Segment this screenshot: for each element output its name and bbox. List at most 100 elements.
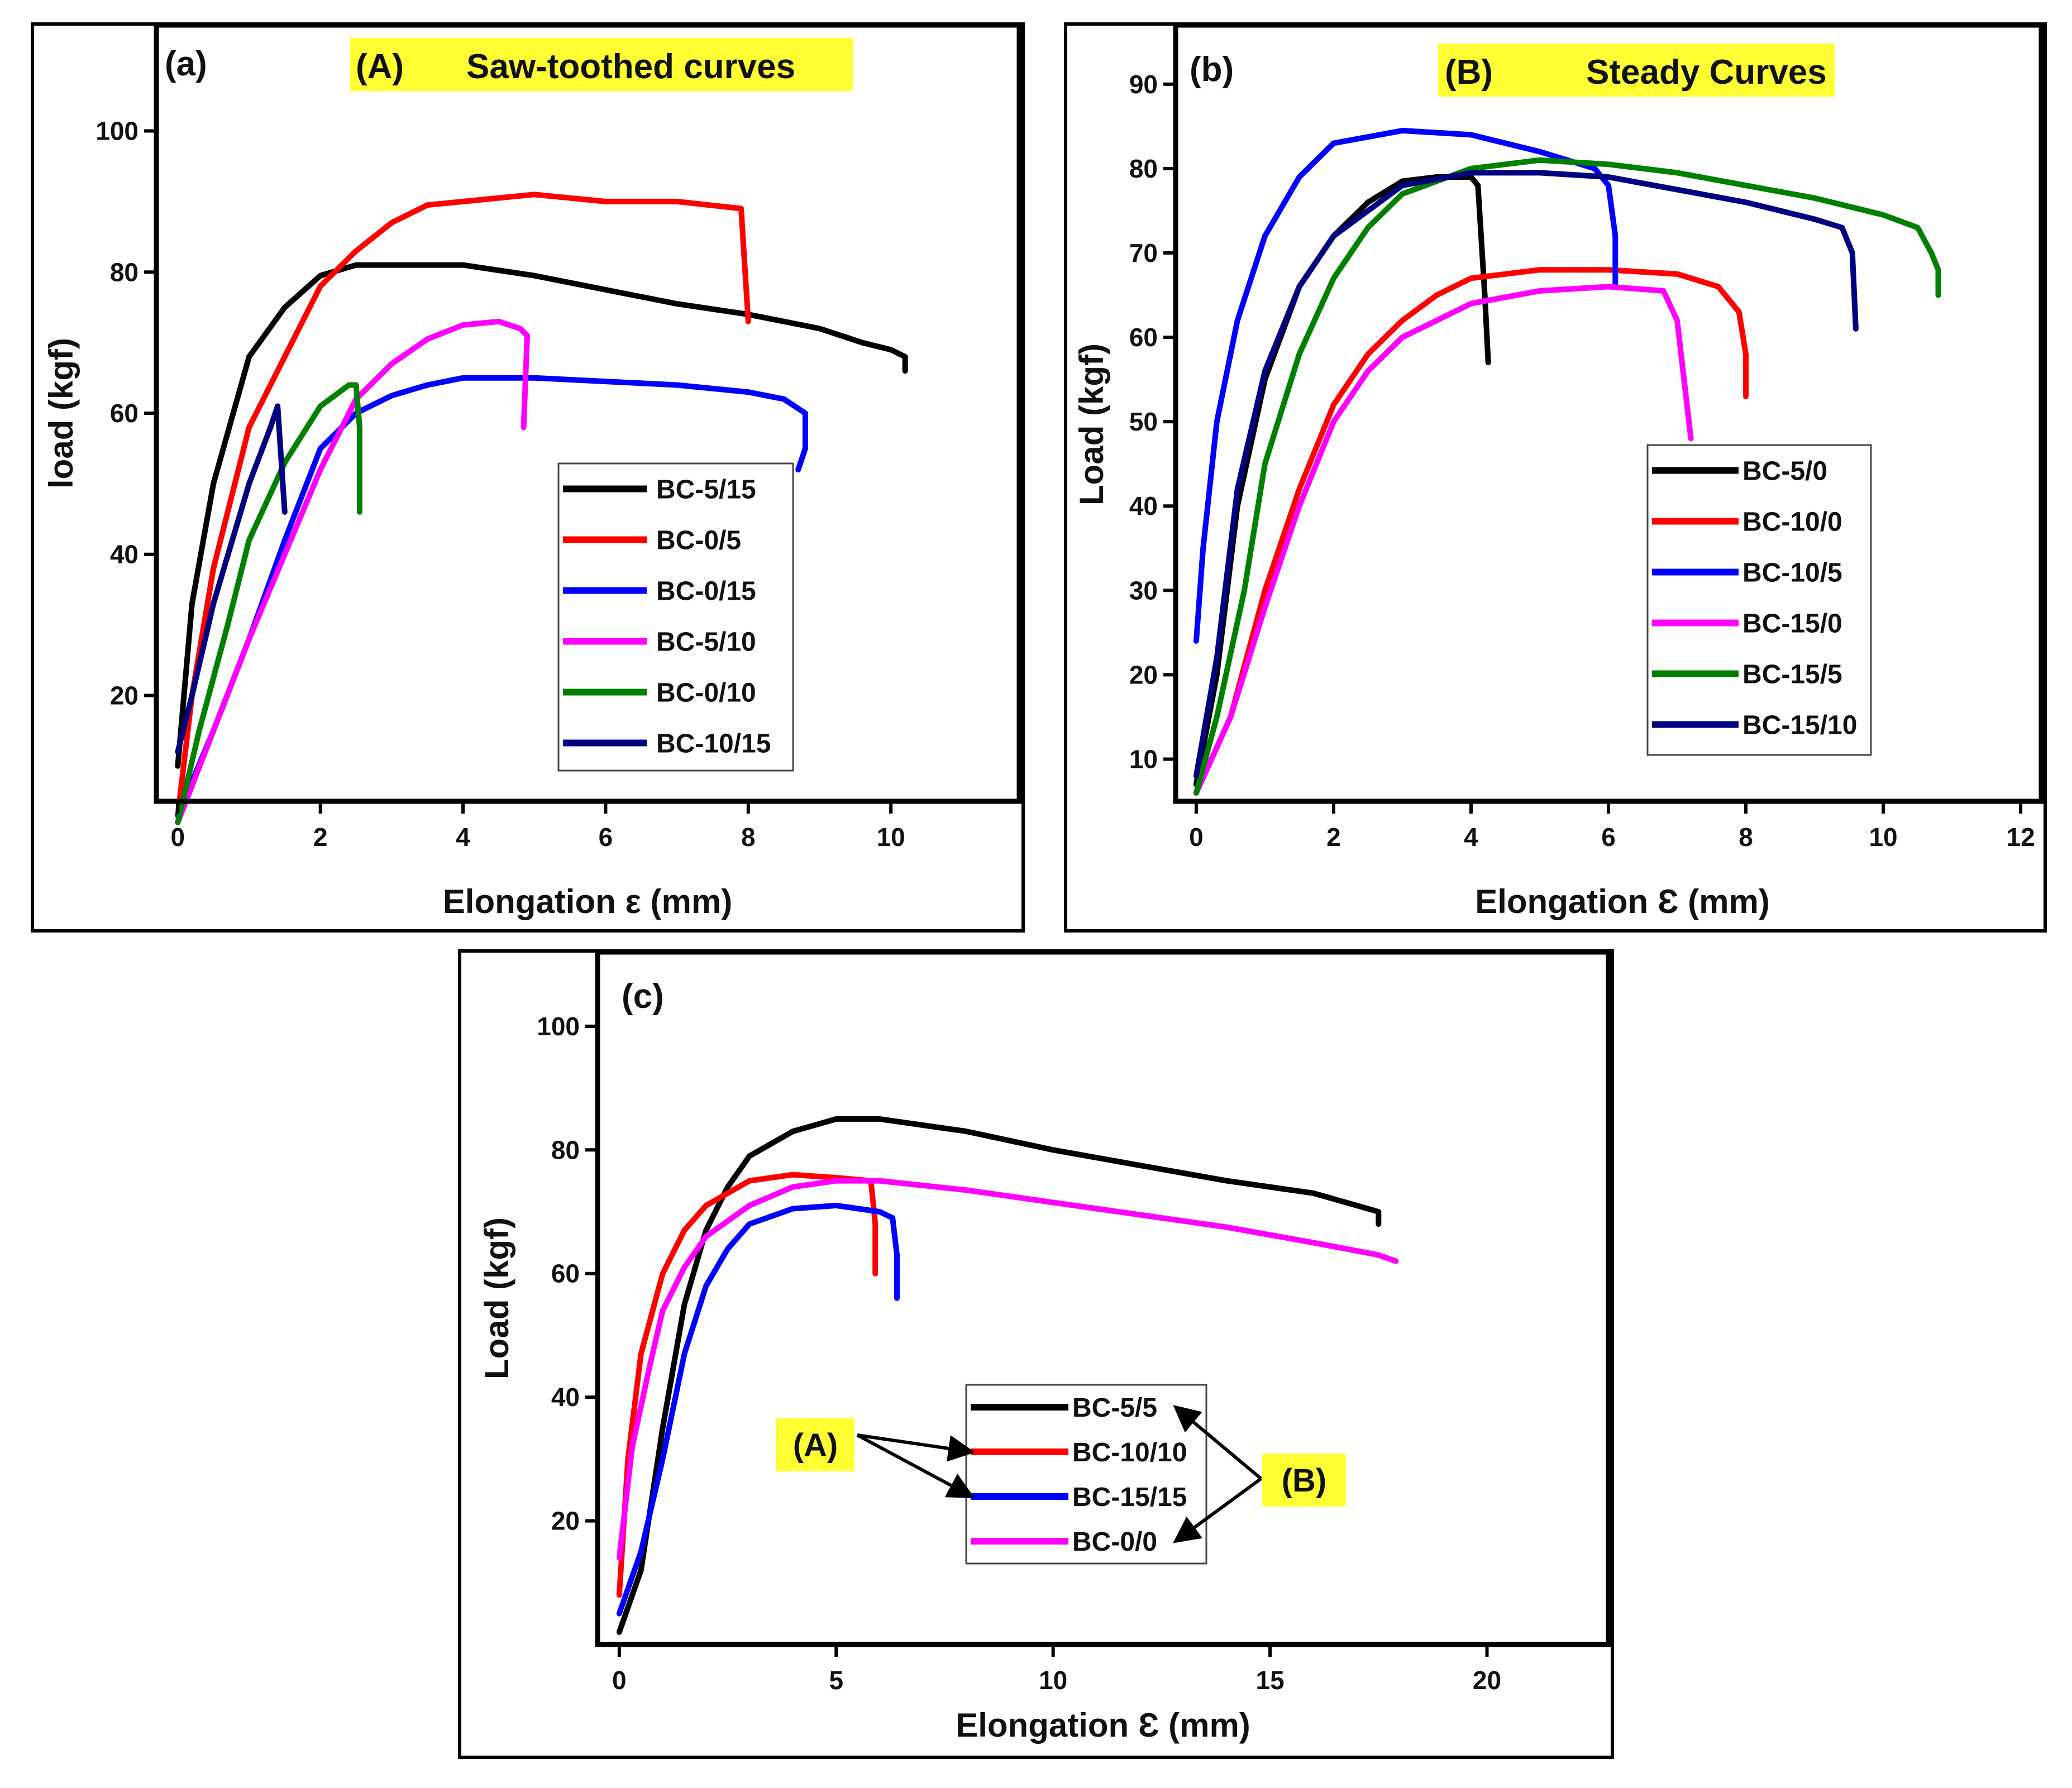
panel-b-y-tick-label: 40	[1129, 491, 1158, 520]
panel-c-legend-label-bc-5-5: BC-5/5	[1072, 1393, 1157, 1423]
panel-a-y-tick-label: 60	[110, 399, 139, 428]
panel-a-series-bc-5-15	[175, 262, 908, 769]
panel-b-x-tick-label: 8	[1739, 823, 1753, 852]
chart-b: 0 2 4 6 8 10 12 10 20 30 40 50 60 70 80 90 (b) (B) Stea…	[1064, 22, 2047, 933]
panel-c-x-tick-label: 10	[1039, 1666, 1067, 1695]
panel-b-series-bc-10-0	[1193, 267, 1749, 796]
panel-b-legend-label-bc-10-5: BC-10/5	[1742, 558, 1842, 588]
panel-c-annotation-highlight	[1262, 1454, 1346, 1507]
panel-a-series-bc-5-10	[175, 318, 530, 825]
panel-c-x-tick-label: 5	[829, 1666, 843, 1695]
panel-a-title: Saw-toothed curves	[466, 47, 795, 86]
panel-a-label: (a)	[165, 45, 207, 83]
panel-c-legend: BC-5/5 BC-10/10 BC-15/15 BC-0/0	[965, 1384, 1207, 1565]
panel-a-y-tick-label: 100	[96, 117, 139, 146]
panel-a-y-axis-label: load (kgf)	[42, 338, 80, 489]
panel-c-series-layer	[616, 1116, 1399, 1635]
chart-c: 0 5 10 15 20 20 40 60 80 100 (c) Elongation Ɛ (mm…	[458, 949, 1614, 1759]
panel-b-legend-label-bc-15-5: BC-15/5	[1742, 660, 1842, 690]
panel-c-legend-box	[965, 1384, 1207, 1565]
panel-a-ticks: 0 2 4 6 8 10 20 40 60 80 100	[96, 117, 905, 852]
panel-b-series-bc-15-0	[1193, 284, 1694, 796]
panel-b-y-tick-label: 50	[1129, 407, 1158, 436]
panel-a-legend-label-bc-0-10: BC-0/10	[656, 678, 756, 708]
panel-c-y-tick-label: 80	[551, 1135, 580, 1164]
panel-a-series-bc-0-10	[175, 382, 362, 825]
panel-a-legend: BC-5/15 BC-0/5 BC-0/15 BC-5/10 BC-0/10 BC-10/…	[557, 462, 794, 772]
panel-c-legend-label-bc-15-15: BC-15/15	[1072, 1483, 1187, 1512]
panel-c-annotation-label: (B)	[1282, 1462, 1327, 1499]
panel-b-legend-box	[1646, 444, 1872, 756]
panel-a-x-tick-label: 2	[313, 823, 328, 852]
chart-a: 0 2 4 6 8 10 20 40 60 80 100 (a) (A) Saw-toothed c…	[31, 22, 1025, 933]
panel-b-y-tick-label: 60	[1129, 323, 1158, 352]
panel-b-x-tick-label: 12	[2007, 823, 2035, 852]
panel-c-annotation-arrow-bc-15-15	[856, 1433, 975, 1498]
panel-b-title-tag: (B)	[1445, 53, 1493, 92]
panel-a-legend-label-bc-0-15: BC-0/15	[656, 577, 756, 606]
panel-b-ticks: 0 2 4 6 8 10 12 10 20 30 40 50 60 70 80 90	[1129, 70, 2035, 852]
panel-c-y-tick-label: 40	[551, 1383, 580, 1412]
panel-c-series-bc-0-0	[616, 1178, 1399, 1561]
panel-a-y-tick-label: 80	[110, 257, 139, 286]
panel-b-series-bc-15-10	[1193, 170, 1859, 779]
panel-a-series-bc-10-15	[175, 403, 288, 755]
panel-c-series-bc-15-15	[616, 1202, 900, 1617]
panel-c-x-axis-label: Elongation Ɛ (mm)	[956, 1706, 1250, 1744]
panel-b-series-bc-15-5	[1193, 157, 1941, 796]
panel-b-y-tick-label: 70	[1129, 238, 1158, 267]
panel-b-x-tick-label: 0	[1189, 823, 1204, 852]
panel-c-annotation-arrow-bc-0-0	[1173, 1477, 1262, 1543]
panel-b-y-axis-label: Load (kgf)	[1073, 343, 1110, 505]
panel-c-x-tick-label: 20	[1473, 1666, 1501, 1695]
panel-b-x-tick-label: 10	[1869, 823, 1897, 852]
panel-b-y-tick-label: 30	[1129, 576, 1158, 605]
panel-c-legend-label-bc-0-0: BC-0/0	[1072, 1527, 1157, 1557]
panel-c-y-tick-label: 20	[551, 1507, 580, 1536]
panel-a-x-tick-label: 0	[171, 823, 185, 852]
panel-a-x-tick-label: 6	[599, 823, 613, 852]
panel-b-y-tick-label: 80	[1129, 154, 1158, 183]
panel-a-x-tick-label: 4	[456, 823, 470, 852]
panel-a-series-bc-0-15	[175, 375, 808, 819]
panel-a-series-layer	[175, 192, 908, 825]
panel-c-y-tick-label: 60	[551, 1259, 580, 1288]
panel-c-annotation-highlight	[776, 1418, 854, 1471]
panel-b-y-tick-label: 20	[1129, 660, 1158, 689]
panel-c-legend-label-bc-10-10: BC-10/10	[1072, 1438, 1187, 1467]
panel-a-series-bc-0-5	[175, 192, 751, 819]
panel-b-x-tick-label: 6	[1601, 823, 1616, 852]
panel-c-ticks: 0 5 10 15 20 20 40 60 80 100	[537, 1012, 1501, 1695]
panel-c-x-tick-label: 15	[1255, 1666, 1284, 1695]
panel-b-legend: BC-5/0 BC-10/0 BC-10/5 BC-15/0 BC-15/5 BC-15/…	[1646, 444, 1872, 756]
panel-c-series-bc-10-10	[616, 1172, 879, 1598]
panel-a-x-axis-label: Elongation ε (mm)	[443, 883, 732, 920]
panel-a-title-highlight	[350, 38, 853, 91]
panel-a-legend-label-bc-0-5: BC-0/5	[656, 526, 741, 556]
panel-a-legend-label-bc-5-15: BC-5/15	[656, 475, 756, 505]
panel-a-legend-box	[557, 462, 794, 772]
panel-b-legend-label-bc-15-10: BC-15/10	[1742, 711, 1857, 740]
panel-b-series-bc-10-5	[1193, 127, 1619, 644]
panel-b-label: (b)	[1190, 50, 1234, 89]
panel-b-y-tick-label: 90	[1129, 70, 1158, 99]
panel-a-title-tag: (A)	[356, 47, 404, 86]
panel-c-x-tick-label: 0	[612, 1666, 627, 1695]
panel-a-legend-label-bc-10-15: BC-10/15	[656, 729, 771, 759]
panel-b-x-tick-label: 4	[1464, 823, 1478, 852]
panel-c-series-bc-5-5	[616, 1116, 1382, 1635]
panel-b-title-highlight	[1438, 44, 1835, 97]
panel-b-x-tick-label: 2	[1326, 823, 1341, 852]
panel-c-plot-area	[595, 949, 1611, 1647]
panel-a-x-tick-label: 8	[741, 823, 756, 852]
panel-b-legend-label-bc-10-0: BC-10/0	[1742, 508, 1842, 537]
panel-c-y-axis-label: Load (kgf)	[478, 1217, 515, 1379]
panel-b-legend-label-bc-15-0: BC-15/0	[1742, 609, 1842, 639]
panel-c-annotation-arrow-bc-10-10	[857, 1433, 975, 1462]
panel-a-x-tick-label: 10	[877, 823, 905, 852]
panel-b-series-layer	[1193, 127, 1941, 796]
panel-a-y-tick-label: 40	[110, 540, 139, 569]
panel-c-annotation-arrow-bc-5-5	[1173, 1405, 1262, 1480]
panel-b-legend-label-bc-5-0: BC-5/0	[1742, 457, 1827, 486]
panel-a-legend-label-bc-5-10: BC-5/10	[656, 628, 756, 657]
